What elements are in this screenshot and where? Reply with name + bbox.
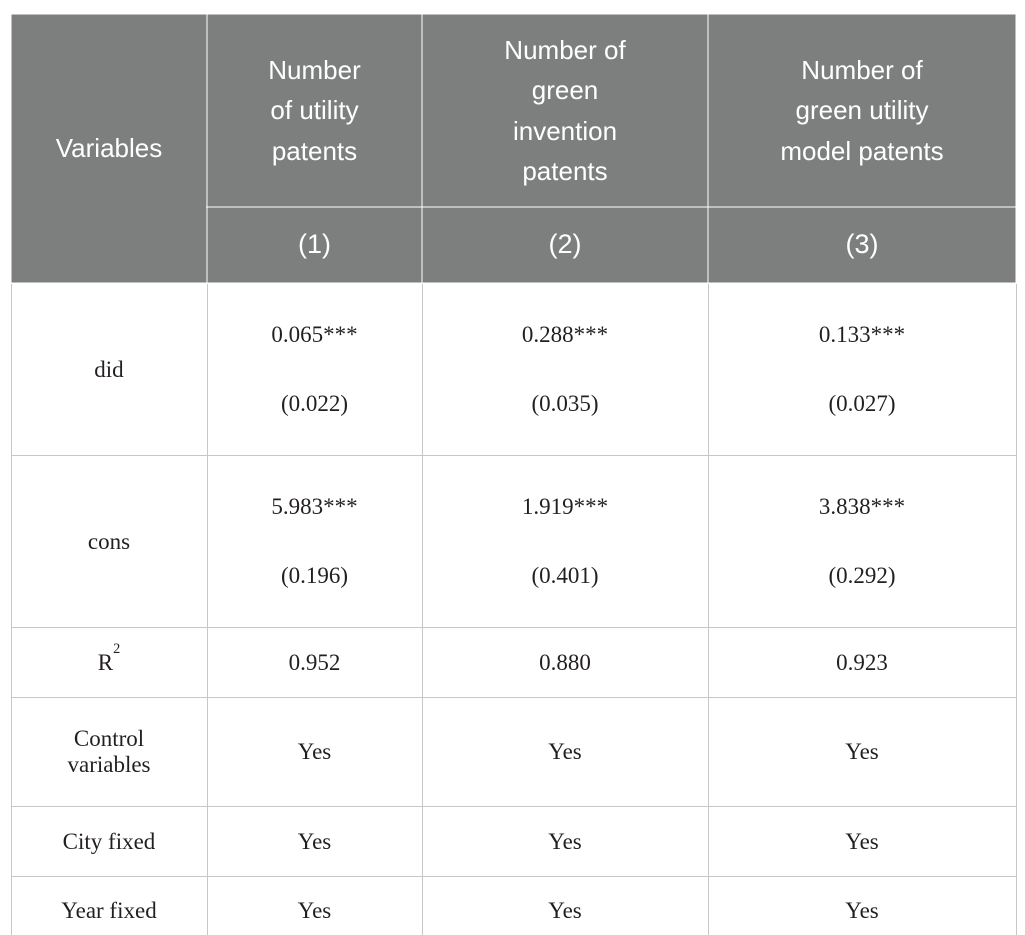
row-label-control-variables: Control variables [10,697,208,808]
coefficient-value: 5.983*** [271,494,358,520]
standard-error: (0.292) [828,562,896,588]
header-variables: Variables [10,13,208,284]
cell-r2-model-1: 0.952 [206,627,423,699]
header-row-titles: Variables Number of utility patents Numb… [10,13,1017,284]
header-model-2: (2) [421,206,709,284]
header-row-model-numbers: (1) (2) (3) [11,206,1017,284]
coefficient-value: 1.919*** [521,494,609,520]
table-row-city-fixed: City fixed Yes Yes Yes [10,806,1017,878]
header-green-utility-model-patents: Number of green utility model patents [707,13,1017,208]
standard-error: (0.035) [531,390,599,416]
standard-error: (0.196) [280,562,349,588]
r-squared-base: R [97,649,114,675]
cell-city-model-3: Yes [707,806,1017,878]
cell-city-model-2: Yes [421,806,709,878]
header-model-3: (3) [707,206,1017,284]
header-green-invention-patents: Number of green invention patents [421,13,709,208]
coefficient-value: 0.288*** [521,322,609,347]
header-utility-patents: Number of utility patents [206,13,423,208]
cell-did-model-3: 0.133*** (0.027) [707,282,1017,457]
coefficient-value: 3.838*** [818,494,906,520]
row-label-r-squared: R2 [10,627,208,699]
table-body: did 0.065*** (0.022) 0.288*** (0.035) 0.… [10,282,1017,935]
coefficient-value: 0.133*** [818,322,906,347]
table-row-control-variables: Control variables Yes Yes Yes [10,697,1017,808]
row-label-cons: cons [10,455,208,629]
table-header: Variables Number of utility patents Numb… [10,13,1017,284]
cell-year-model-2: Yes [421,876,709,935]
row-label-year-fixed: Year fixed [10,876,208,935]
cell-cons-model-2: 1.919*** (0.401) [421,455,709,629]
header-model-1: (1) [206,206,423,284]
cell-cons-model-1: 5.983*** (0.196) [206,455,423,629]
table-row-r-squared: R2 0.952 0.880 0.923 [10,627,1017,699]
cell-control-model-1: Yes [206,697,423,808]
cell-did-model-2: 0.288*** (0.035) [421,282,709,457]
regression-results-table: Variables Number of utility patents Numb… [10,13,1017,935]
standard-error: (0.022) [280,390,349,416]
cell-cons-model-3: 3.838*** (0.292) [707,455,1017,629]
table-row-did: did 0.065*** (0.022) 0.288*** (0.035) 0.… [10,282,1017,457]
cell-year-model-3: Yes [707,876,1017,935]
cell-city-model-1: Yes [206,806,423,878]
table-row-cons: cons 5.983*** (0.196) 1.919*** (0.401) 3… [10,455,1017,629]
standard-error: (0.401) [531,562,599,588]
row-label-did: did [10,282,208,457]
standard-error: (0.027) [828,390,896,416]
cell-control-model-3: Yes [707,697,1017,808]
cell-did-model-1: 0.065*** (0.022) [206,282,423,457]
coefficient-value: 0.065*** [271,322,358,347]
table-row-year-fixed: Year fixed Yes Yes Yes [10,876,1017,935]
row-label-city-fixed: City fixed [10,806,208,878]
r-squared-exponent: 2 [113,641,121,658]
cell-control-model-2: Yes [421,697,709,808]
cell-r2-model-3: 0.923 [707,627,1017,699]
cell-r2-model-2: 0.880 [421,627,709,699]
cell-year-model-1: Yes [206,876,423,935]
